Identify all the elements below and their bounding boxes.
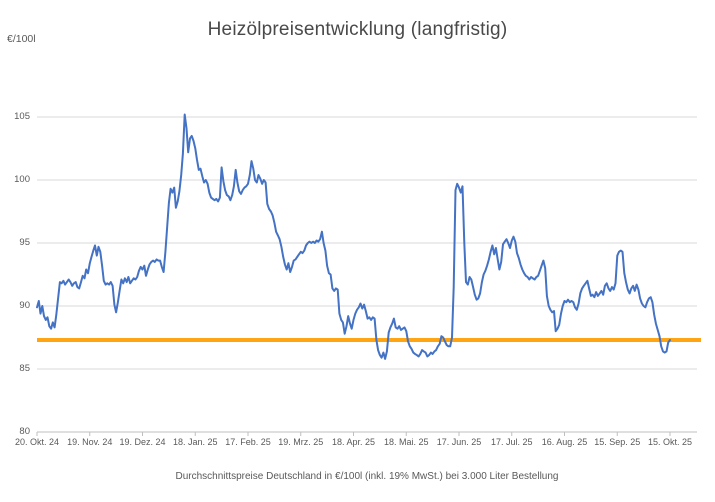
x-axis-tick-label: 16. Aug. 25 [541, 437, 588, 447]
y-axis-tick-label: 85 [19, 363, 30, 374]
x-axis-tick-label: 15. Okt. 25 [647, 437, 693, 447]
x-axis-tick-label: 18. Jan. 25 [172, 437, 218, 447]
chart-title: Heizölpreisentwicklung (langfristig) [207, 19, 508, 40]
x-axis-tick-label: 20. Okt. 24 [14, 437, 60, 447]
y-axis-tick-label: 100 [14, 174, 30, 185]
chart-caption: Durchschnittspreise Deutschland in €/100… [175, 471, 559, 482]
y-axis-unit-label: €/100l [7, 33, 36, 45]
y-axis-tick-label: 105 [14, 111, 30, 122]
x-axis-tick-label: 17. Jun. 25 [436, 437, 482, 447]
y-axis-tick-label: 90 [19, 300, 30, 311]
price-line [36, 113, 671, 360]
y-axis-tick-label: 95 [19, 237, 30, 248]
x-axis-tick-label: 15. Sep. 25 [594, 437, 641, 447]
x-axis-tick-label: 17. Feb. 25 [225, 437, 271, 447]
x-axis-tick-label: 18. Mai. 25 [383, 437, 429, 447]
x-axis-tick-label: 19. Dez. 24 [119, 437, 166, 447]
x-axis-tick-label: 17. Jul. 25 [490, 437, 533, 447]
x-axis-tick-label: 19. Nov. 24 [67, 437, 113, 447]
y-axis-tick-label: 80 [19, 426, 30, 437]
x-axis-tick-label: 19. Mrz. 25 [278, 437, 324, 447]
x-axis-tick-label: 18. Apr. 25 [331, 437, 376, 447]
